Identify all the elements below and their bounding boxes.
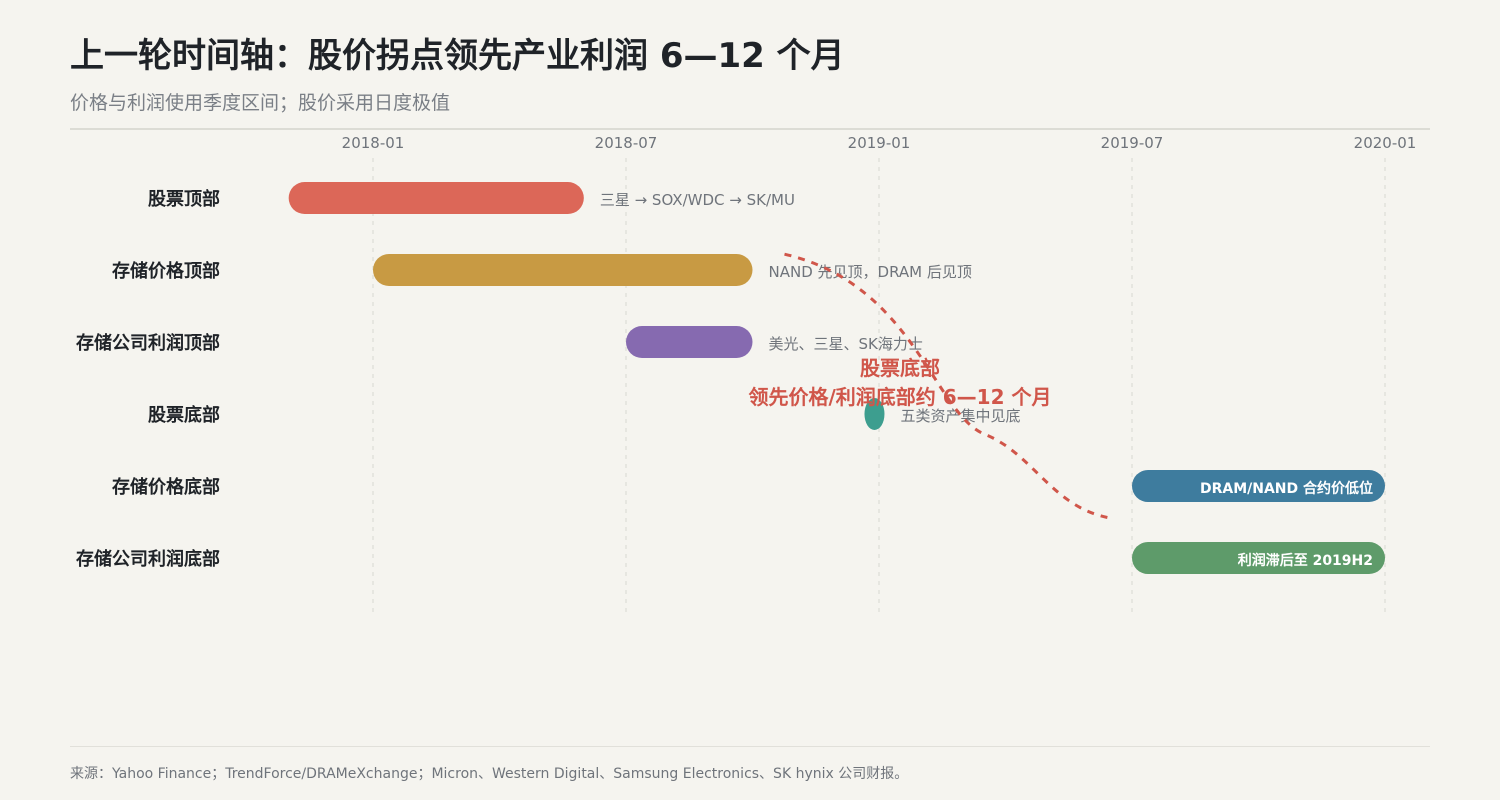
timeline-bar bbox=[1132, 470, 1385, 502]
header-divider bbox=[70, 128, 1430, 130]
timeline-bar bbox=[288, 182, 584, 214]
row-label: 股票顶部 bbox=[147, 188, 220, 210]
x-tick-label: 2020-01 bbox=[1354, 134, 1417, 152]
bar-note: 利润滞后至 2019H2 bbox=[1238, 552, 1373, 569]
annotation-arrow bbox=[784, 252, 1113, 520]
row-label: 股票底部 bbox=[147, 404, 220, 426]
timeline-bar bbox=[864, 398, 885, 430]
bar-note: 美光、三星、SK海力士 bbox=[769, 335, 923, 353]
timeline-bar bbox=[373, 254, 753, 286]
row-label: 存储价格底部 bbox=[112, 476, 220, 498]
timeline-bar bbox=[1132, 542, 1385, 574]
bar-note: DRAM/NAND 合约价低位 bbox=[1200, 480, 1373, 497]
row-label: 存储公司利润底部 bbox=[76, 548, 220, 570]
chart-subtitle: 价格与利润使用季度区间；股价采用日度极值 bbox=[70, 92, 451, 114]
x-tick-label: 2018-07 bbox=[595, 134, 658, 152]
row-label: 存储价格顶部 bbox=[112, 260, 220, 282]
annotation-title: 股票底部 bbox=[860, 356, 940, 380]
chart-title: 上一轮时间轴：股价拐点领先产业利润 6—12 个月 bbox=[70, 36, 845, 76]
timeline-bar bbox=[626, 326, 753, 358]
bar-note: NAND 先见顶，DRAM 后见顶 bbox=[769, 263, 972, 281]
bar-note: 三星 → SOX/WDC → SK/MU bbox=[600, 191, 795, 209]
row-label: 存储公司利润顶部 bbox=[76, 332, 220, 354]
bar-note: 五类资产集中见底 bbox=[900, 407, 1020, 425]
x-tick-label: 2019-01 bbox=[848, 134, 911, 152]
source-note: 来源：Yahoo Finance；TrendForce/DRAMeXchange… bbox=[70, 766, 909, 782]
x-tick-label: 2019-07 bbox=[1101, 134, 1164, 152]
x-tick-label: 2018-01 bbox=[342, 134, 405, 152]
annotation-detail: 领先价格/利润底部约 6—12 个月 bbox=[749, 385, 1052, 409]
footer-divider bbox=[70, 746, 1430, 747]
